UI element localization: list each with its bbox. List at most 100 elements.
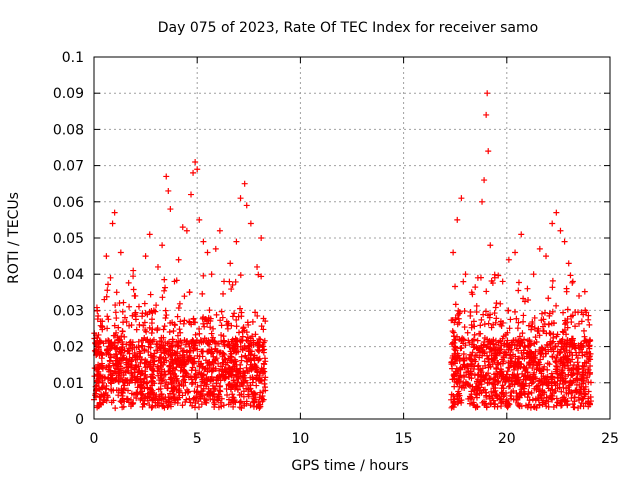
data-point [566, 339, 573, 346]
data-point [196, 363, 203, 370]
data-point [250, 376, 257, 383]
data-point [105, 338, 112, 345]
data-point [132, 292, 139, 299]
data-point [132, 379, 139, 386]
data-point [120, 299, 127, 306]
data-point [472, 358, 479, 365]
data-point [578, 318, 585, 325]
data-point [139, 392, 146, 399]
data-point [453, 357, 460, 364]
data-point [99, 324, 106, 331]
data-point [485, 320, 492, 327]
data-point [576, 381, 583, 388]
data-point [578, 391, 585, 398]
data-point [477, 322, 484, 329]
data-point [174, 313, 181, 320]
data-point [460, 355, 467, 362]
data-point [569, 352, 576, 359]
data-point [569, 401, 576, 408]
data-point [97, 338, 104, 345]
data-point [111, 340, 118, 347]
data-point [485, 364, 492, 371]
data-point [483, 392, 490, 399]
data-point [487, 375, 494, 382]
data-point [198, 374, 205, 381]
data-point [140, 401, 147, 408]
data-point [473, 309, 480, 316]
data-point [190, 169, 197, 176]
data-point [94, 350, 101, 357]
data-point [481, 398, 488, 405]
data-point [560, 329, 567, 336]
data-point [198, 348, 205, 355]
data-point [139, 310, 146, 317]
data-point [478, 381, 485, 388]
data-point [96, 386, 103, 393]
data-point [209, 358, 216, 365]
data-point [585, 399, 592, 406]
data-point [186, 289, 193, 296]
data-point [262, 318, 269, 325]
data-point [521, 298, 528, 305]
data-point [529, 320, 536, 327]
data-point [582, 383, 589, 390]
data-point [121, 333, 128, 340]
data-point [483, 344, 490, 351]
data-point [527, 377, 534, 384]
data-point [118, 333, 125, 340]
data-point [226, 381, 233, 388]
data-point [260, 326, 267, 333]
data-point [179, 373, 186, 380]
data-point [143, 328, 150, 335]
data-point [227, 260, 234, 267]
data-point [102, 389, 109, 396]
data-point [227, 353, 234, 360]
data-point [524, 394, 531, 401]
data-point [142, 359, 149, 366]
data-point [531, 369, 538, 376]
data-point [522, 344, 529, 351]
data-point [219, 314, 226, 321]
data-point [252, 309, 259, 316]
data-point [144, 395, 151, 402]
data-point [483, 111, 490, 118]
data-point [536, 245, 543, 252]
data-point [485, 148, 492, 155]
data-point [460, 278, 467, 285]
data-point [176, 389, 183, 396]
data-point [247, 220, 254, 227]
data-point [167, 206, 174, 213]
data-point [149, 391, 156, 398]
data-point [473, 352, 480, 359]
data-point [535, 397, 542, 404]
data-point [568, 319, 575, 326]
data-point [190, 396, 197, 403]
data-point [113, 357, 120, 364]
data-point [177, 318, 184, 325]
data-point [121, 379, 128, 386]
data-point [468, 394, 475, 401]
data-point [240, 324, 247, 331]
data-point [141, 346, 148, 353]
data-point [228, 286, 235, 293]
data-point [553, 302, 560, 309]
data-point [243, 202, 250, 209]
data-point [237, 305, 244, 312]
data-point [206, 366, 213, 373]
data-point [119, 355, 126, 362]
data-point [516, 333, 523, 340]
data-point [546, 310, 553, 317]
data-point [191, 388, 198, 395]
data-point [521, 336, 528, 343]
data-point [168, 356, 175, 363]
data-point [97, 400, 104, 407]
data-point [488, 277, 495, 284]
data-point [497, 369, 504, 376]
x-tick-label: 10 [291, 431, 309, 447]
data-point [176, 300, 183, 307]
data-point [119, 389, 126, 396]
data-point [573, 349, 580, 356]
data-point [147, 352, 154, 359]
data-point [232, 278, 239, 285]
data-point [452, 314, 459, 321]
